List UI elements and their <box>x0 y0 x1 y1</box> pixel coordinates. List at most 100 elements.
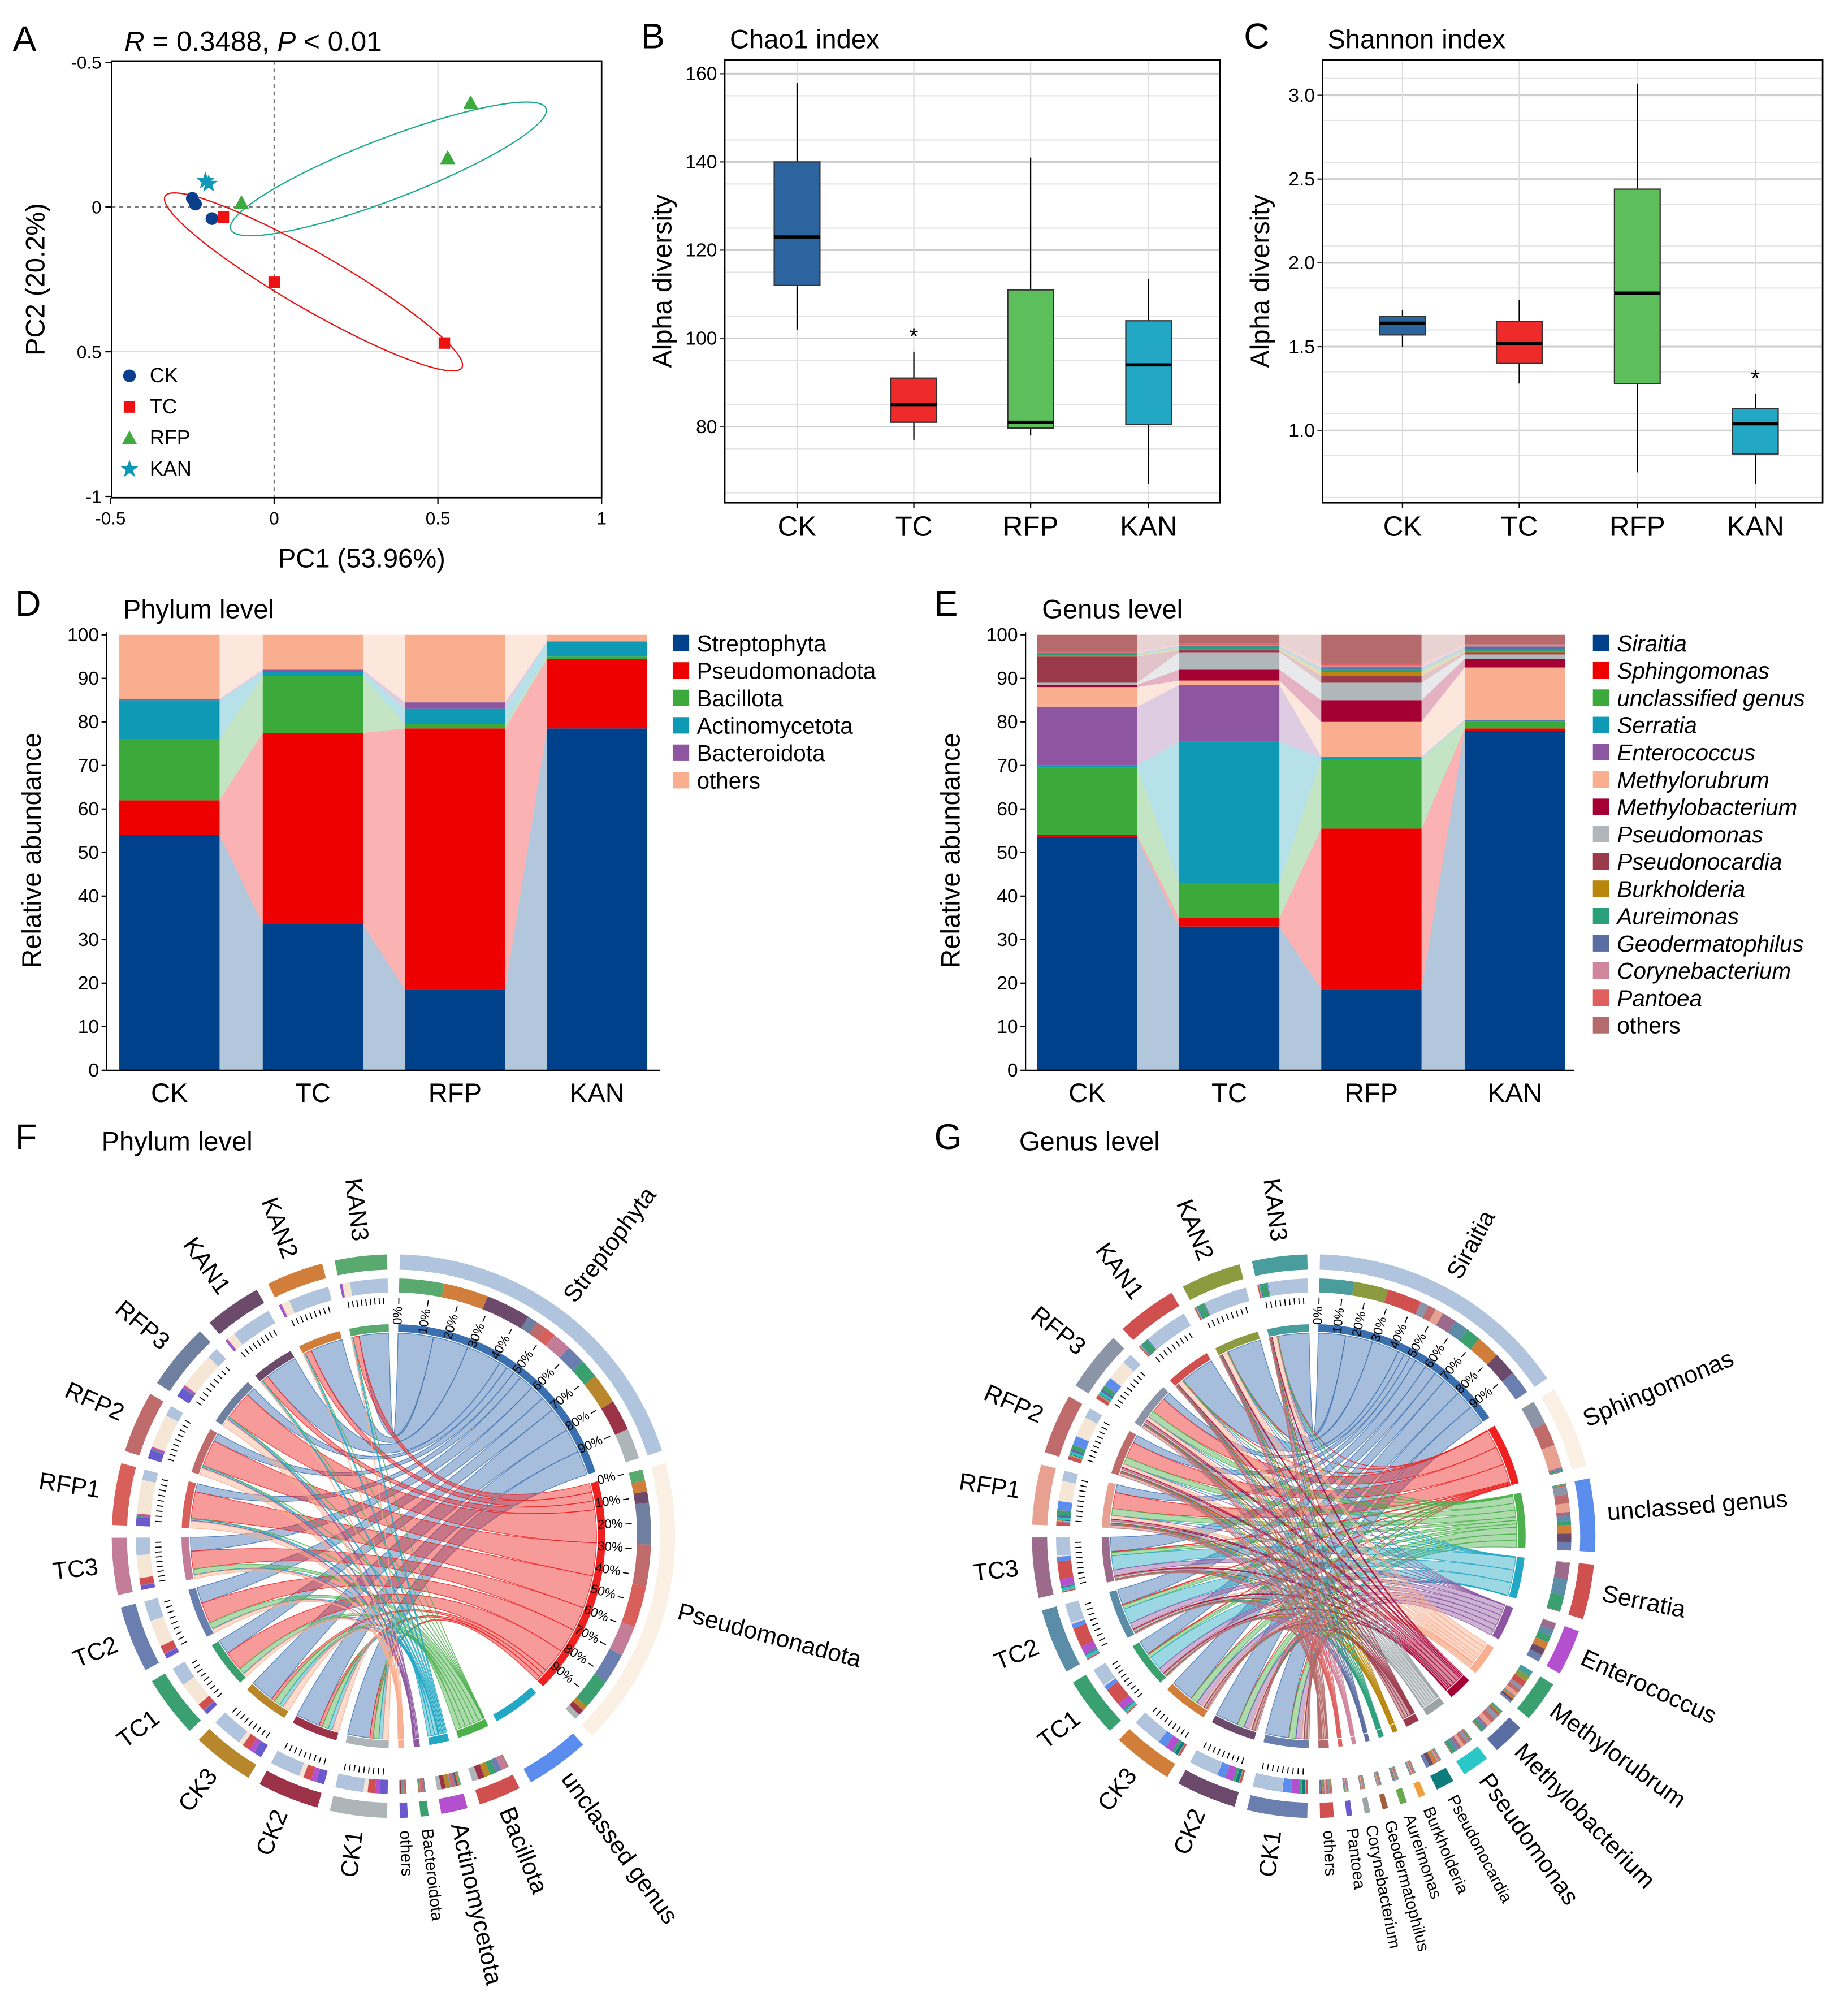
box-ck <box>773 161 821 286</box>
taxon-sample-ring <box>1499 1692 1512 1703</box>
flow-pseudomonadota <box>219 733 263 924</box>
sample-label: KAN2 <box>256 1194 304 1262</box>
point-kan <box>200 174 218 192</box>
sample-tick <box>1120 1395 1127 1400</box>
sample-tick <box>240 1714 245 1720</box>
y-tick-label: 100 <box>67 625 99 646</box>
taxon-sample-ring <box>418 1778 420 1793</box>
sample-composition-ring <box>151 1447 165 1454</box>
sample-composition-ring <box>363 1778 369 1793</box>
x-axis-label: PC1 (53.96%) <box>278 543 445 573</box>
percent-tick <box>610 1619 617 1623</box>
taxon-sample-ring <box>1556 1561 1570 1563</box>
sample-tick <box>165 1605 172 1608</box>
sample-segment-rfp1 <box>1032 1464 1056 1526</box>
sample-inner-ring <box>211 1641 246 1683</box>
taxon-sample-ring <box>1459 1730 1470 1743</box>
sample-composition-ring <box>342 1282 352 1298</box>
flow-burkholderia <box>1421 651 1465 676</box>
sample-tick <box>1203 1742 1208 1748</box>
sample-composition-ring <box>1071 1618 1085 1624</box>
sample-tick <box>1167 1347 1172 1353</box>
y-axis-label: Alpha diversity <box>647 195 677 368</box>
sample-composition-ring <box>1123 1700 1134 1710</box>
taxon-sample-ring <box>1388 1768 1394 1782</box>
chord-ribbon <box>1270 1337 1439 1697</box>
legend-swatch <box>1592 989 1609 1006</box>
chord-ribbon <box>1270 1337 1415 1713</box>
taxon-sample-ring <box>1319 1278 1354 1296</box>
legend-swatch <box>672 772 690 789</box>
x-tick-label: RFP <box>1345 1078 1398 1108</box>
taxon-inner-ring <box>1488 1425 1519 1485</box>
sample-tick <box>159 1489 166 1492</box>
sample-composition-ring <box>1148 1338 1158 1350</box>
sample-composition-ring <box>1140 1345 1150 1356</box>
percent-tick-label: 0% <box>1310 1306 1325 1325</box>
x-tick-label: 0 <box>269 508 279 528</box>
taxon-sample-ring <box>1374 1772 1378 1786</box>
y-tick-label: 120 <box>685 240 717 261</box>
legend-swatch <box>1592 662 1609 679</box>
sample-composition-ring <box>1126 1703 1137 1713</box>
sample-composition-ring <box>177 1388 194 1404</box>
sample-inner-ring <box>181 1481 196 1528</box>
flow-actinomycetota <box>219 672 263 740</box>
sample-composition-ring <box>303 1764 315 1781</box>
bar-segment-serratia <box>1037 765 1137 768</box>
taxon-sample-ring <box>1444 1741 1453 1754</box>
sample-tick <box>1081 1480 1088 1483</box>
taxon-sample-ring <box>1361 1775 1365 1790</box>
taxon-label: Sphingomonas <box>1579 1345 1738 1432</box>
sample-composition-ring <box>367 1778 376 1794</box>
sample-segment-rfp1 <box>111 1463 136 1526</box>
sample-composition-ring <box>1225 1765 1231 1779</box>
flow-corynebacterium <box>1421 645 1465 668</box>
sample-tick <box>194 1663 200 1669</box>
sample-composition-ring <box>1140 1345 1150 1356</box>
sample-composition-ring <box>1204 1303 1210 1316</box>
percent-tick-label: 30% <box>597 1539 623 1554</box>
sample-composition-ring <box>1258 1284 1262 1298</box>
chord-ribbon <box>1269 1337 1355 1736</box>
taxon-sample-ring <box>1491 1701 1503 1713</box>
bar-segment-pseudomonas <box>1464 654 1565 659</box>
taxon-inner-ring <box>1403 1713 1419 1727</box>
flow-others <box>1137 634 1179 652</box>
taxon-sample-ring <box>449 1773 455 1787</box>
bar-segment-bacillota <box>405 724 505 729</box>
chao1-boxplot: 80 100 120 140 160 CK * TC RFP KAN Chao1 index Alph… <box>647 24 1221 542</box>
sample-tick <box>1130 1685 1136 1690</box>
sample-segment-tc3 <box>1032 1537 1054 1598</box>
sample-tick <box>1297 1768 1299 1775</box>
sample-composition-ring <box>136 1537 151 1555</box>
chord-ribbon <box>1276 1336 1516 1558</box>
sample-composition-ring <box>1093 1662 1115 1686</box>
sample-tick <box>1101 1642 1108 1647</box>
percent-tick-label: 0% <box>595 1469 617 1488</box>
title-part: < 0.01 <box>296 26 382 57</box>
sample-tick <box>363 1766 365 1773</box>
sample-composition-ring <box>379 1779 388 1794</box>
sample-tick <box>1236 1756 1240 1762</box>
sample-tick <box>1099 1637 1105 1641</box>
sample-composition-ring <box>253 1740 269 1757</box>
sample-composition-ring <box>1056 1517 1071 1521</box>
sample-composition-ring <box>184 1356 219 1394</box>
sample-composition-ring <box>1056 1521 1071 1523</box>
taxon-sample-ring <box>1507 1682 1521 1693</box>
bar-segment-bacteroidota <box>262 669 363 672</box>
sample-tick <box>1117 1399 1123 1404</box>
taxon-sample-ring <box>633 1491 649 1505</box>
sample-composition-ring <box>136 1513 151 1516</box>
taxon-label: Serratia <box>1600 1580 1688 1623</box>
sample-composition-ring <box>183 1676 209 1705</box>
sample-tick <box>289 1745 293 1752</box>
percent-tick <box>604 1436 611 1440</box>
y-axis-label: Relative abundance <box>16 733 46 969</box>
taxon-sample-ring <box>1535 1631 1551 1643</box>
legend-swatch <box>672 744 690 761</box>
sample-segment-kan2 <box>268 1263 326 1298</box>
taxon-sample-ring <box>1557 1541 1572 1551</box>
taxon-label: unclassed genus <box>556 1766 683 1929</box>
